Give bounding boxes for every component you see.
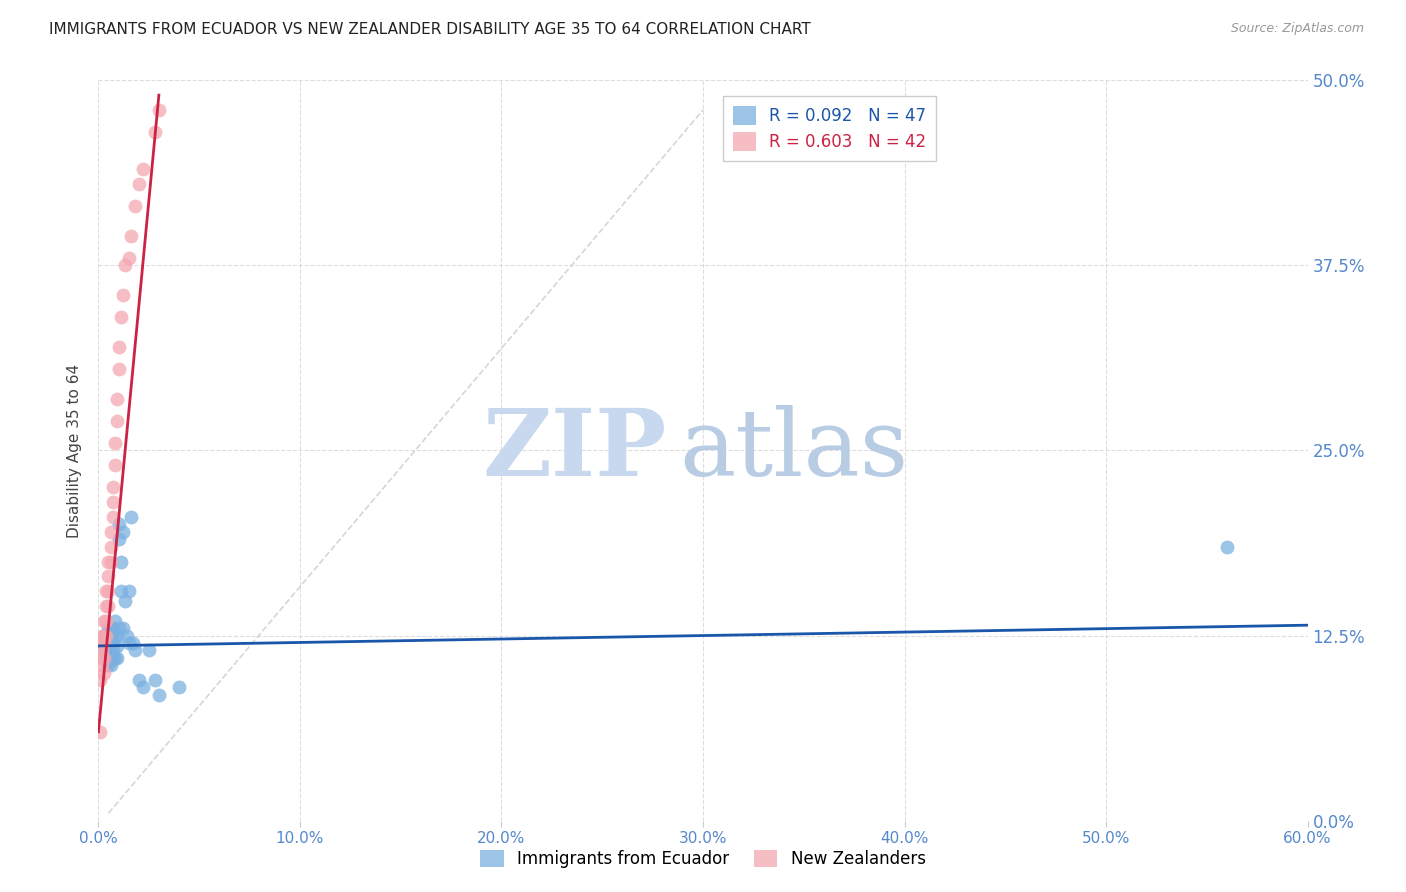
Point xyxy=(138,643,160,657)
Point xyxy=(148,103,170,117)
Point xyxy=(111,288,134,302)
Point xyxy=(107,517,129,532)
Point xyxy=(105,392,128,406)
Point xyxy=(91,628,114,642)
Point xyxy=(132,162,155,177)
Point xyxy=(105,650,128,665)
Point xyxy=(100,639,122,653)
Point xyxy=(107,340,129,354)
Point xyxy=(101,480,124,494)
Point xyxy=(97,569,120,583)
Point xyxy=(148,688,170,702)
Point xyxy=(103,628,125,642)
Point xyxy=(103,650,125,665)
Point xyxy=(124,199,146,213)
Point xyxy=(91,658,114,673)
Point xyxy=(93,628,115,642)
Point xyxy=(128,177,150,191)
Point xyxy=(96,614,118,628)
Point xyxy=(128,673,150,687)
Point xyxy=(101,495,124,509)
Point xyxy=(97,643,120,657)
Point xyxy=(100,540,122,554)
Point xyxy=(107,621,129,635)
Point xyxy=(97,621,120,635)
Point xyxy=(97,632,120,647)
Point xyxy=(110,584,132,599)
Point xyxy=(120,510,142,524)
Point xyxy=(103,458,125,473)
Point xyxy=(143,125,166,139)
Point xyxy=(111,524,134,539)
Point xyxy=(97,584,120,599)
Point xyxy=(96,636,118,650)
Point xyxy=(1216,540,1239,554)
Point xyxy=(96,628,118,642)
Point xyxy=(89,724,111,739)
Point xyxy=(100,658,122,673)
Point xyxy=(101,510,124,524)
Point xyxy=(103,436,125,450)
Point xyxy=(96,599,118,613)
Point xyxy=(93,650,115,665)
Point xyxy=(100,555,122,569)
Point xyxy=(132,681,155,695)
Point xyxy=(107,533,129,547)
Point xyxy=(118,251,141,265)
Point xyxy=(93,614,115,628)
Point xyxy=(100,654,122,668)
Legend: Immigrants from Ecuador, New Zealanders: Immigrants from Ecuador, New Zealanders xyxy=(474,843,932,875)
Text: Source: ZipAtlas.com: Source: ZipAtlas.com xyxy=(1230,22,1364,36)
Point xyxy=(110,555,132,569)
Text: atlas: atlas xyxy=(679,406,908,495)
Point xyxy=(97,658,120,673)
Point xyxy=(121,636,143,650)
Point xyxy=(114,259,136,273)
Point xyxy=(114,594,136,608)
Point xyxy=(100,628,122,642)
Point xyxy=(100,621,122,635)
Point xyxy=(111,621,134,635)
Y-axis label: Disability Age 35 to 64: Disability Age 35 to 64 xyxy=(67,363,83,538)
Point xyxy=(91,650,114,665)
Point xyxy=(93,643,115,657)
Point xyxy=(101,621,124,635)
Point xyxy=(107,362,129,376)
Point xyxy=(120,228,142,243)
Point xyxy=(101,650,124,665)
Text: IMMIGRANTS FROM ECUADOR VS NEW ZEALANDER DISABILITY AGE 35 TO 64 CORRELATION CHA: IMMIGRANTS FROM ECUADOR VS NEW ZEALANDER… xyxy=(49,22,811,37)
Point xyxy=(118,584,141,599)
Point xyxy=(115,628,138,642)
Point xyxy=(96,648,118,662)
Point xyxy=(96,584,118,599)
Point xyxy=(93,628,115,642)
Point xyxy=(91,643,114,657)
Point xyxy=(100,648,122,662)
Point xyxy=(97,650,120,665)
Point xyxy=(97,599,120,613)
Point xyxy=(93,636,115,650)
Point xyxy=(91,636,114,650)
Point xyxy=(105,628,128,642)
Point xyxy=(124,643,146,657)
Point xyxy=(93,665,115,680)
Point xyxy=(101,643,124,657)
Point xyxy=(118,636,141,650)
Point xyxy=(110,310,132,325)
Legend: R = 0.092   N = 47, R = 0.603   N = 42: R = 0.092 N = 47, R = 0.603 N = 42 xyxy=(723,96,936,161)
Point xyxy=(143,673,166,687)
Text: ZIP: ZIP xyxy=(482,406,666,495)
Point xyxy=(105,414,128,428)
Point xyxy=(100,524,122,539)
Point xyxy=(105,639,128,653)
Point xyxy=(97,555,120,569)
Point xyxy=(89,673,111,687)
Point xyxy=(96,654,118,668)
Point xyxy=(101,636,124,650)
Point xyxy=(103,614,125,628)
Point xyxy=(167,681,190,695)
